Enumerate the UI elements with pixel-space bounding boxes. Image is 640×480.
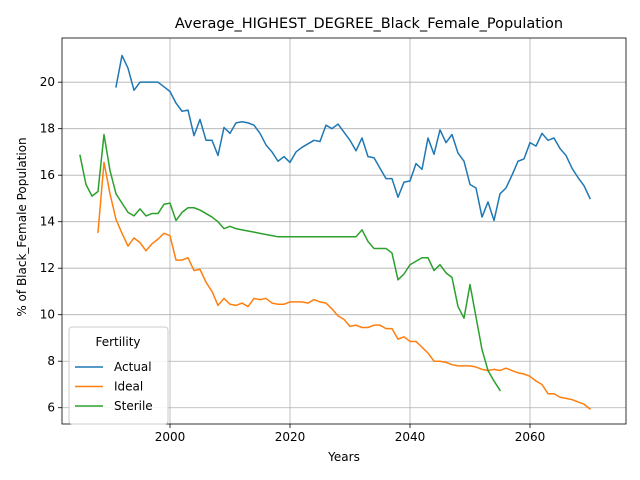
- y-tick-label: 8: [47, 354, 55, 368]
- legend-box: [68, 326, 169, 425]
- legend-label-ideal: Ideal: [114, 380, 143, 394]
- legend-label-actual: Actual: [114, 360, 152, 374]
- y-tick-label: 16: [40, 168, 55, 182]
- series-line-actual: [115, 54, 591, 222]
- series-lines: [79, 54, 592, 410]
- x-tick-label: 2020: [275, 430, 306, 444]
- x-tick-label: 2040: [395, 430, 426, 444]
- grid: [62, 38, 626, 424]
- legend-entries: Actual Ideal Sterile: [75, 360, 153, 413]
- legend-label-sterile: Sterile: [114, 399, 153, 413]
- y-tick-label: 20: [40, 75, 55, 89]
- axis-ticks: 2000 2020 2040 2060 6 8 10 12 14 16 18 20: [40, 75, 546, 444]
- chart-title: Average_HIGHEST_DEGREE_Black_Female_Popu…: [175, 16, 563, 32]
- x-tick-label: 2060: [515, 430, 546, 444]
- x-axis-label: Years: [327, 450, 360, 464]
- y-tick-label: 18: [40, 122, 55, 136]
- y-axis-label: % of Black_Female Population: [15, 137, 29, 316]
- y-tick-label: 12: [40, 261, 55, 275]
- y-tick-label: 6: [47, 401, 55, 415]
- y-tick-label: 10: [40, 308, 55, 322]
- series-line-sterile: [79, 133, 502, 392]
- legend: Fertility Actual Ideal Sterile: [68, 326, 169, 425]
- y-tick-label: 14: [40, 215, 55, 229]
- x-tick-label: 2000: [155, 430, 186, 444]
- plot-frame: [61, 37, 627, 425]
- legend-title: Fertility: [95, 335, 140, 349]
- series-line-ideal: [97, 161, 592, 410]
